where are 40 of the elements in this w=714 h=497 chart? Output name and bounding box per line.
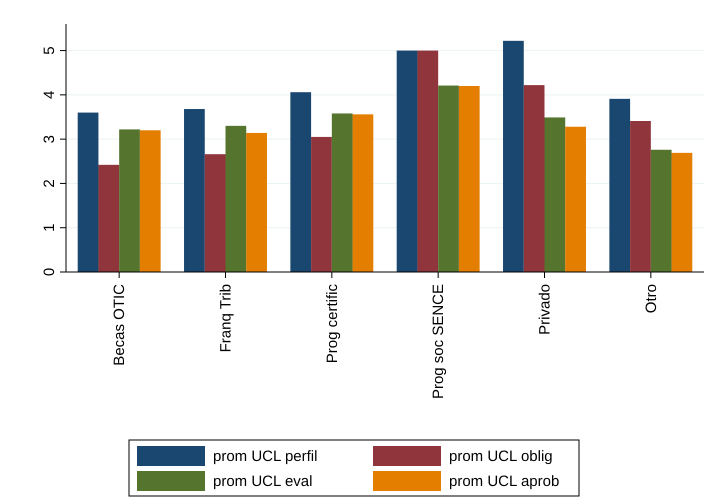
bar xyxy=(290,92,312,272)
legend-label: prom UCL aprob xyxy=(449,473,560,490)
bar xyxy=(524,85,544,272)
bar xyxy=(672,152,692,272)
y-tick-label: 2 xyxy=(41,179,58,188)
bar xyxy=(630,120,651,272)
bar xyxy=(332,113,353,272)
x-tick-label: Becas OTIC xyxy=(111,284,128,366)
y-tick-label: 0 xyxy=(41,268,58,276)
legend-label: prom UCL eval xyxy=(213,473,312,490)
bar xyxy=(438,86,459,272)
bar xyxy=(246,132,267,272)
bar xyxy=(140,130,161,272)
bar xyxy=(311,136,332,272)
y-tick-label: 3 xyxy=(41,134,58,144)
bar xyxy=(565,126,586,272)
x-tick-label: Otro xyxy=(642,284,660,314)
x-tick-label: Prog soc SENCE xyxy=(430,284,448,400)
bar xyxy=(78,112,98,272)
x-tick-label: Privado xyxy=(536,284,554,335)
legend-label: prom UCL oblig xyxy=(449,448,553,465)
y-tick-label: 5 xyxy=(41,46,58,55)
x-tick-label: Franq Trib xyxy=(218,284,234,352)
legend-label: prom UCL perfil xyxy=(213,448,318,465)
bar xyxy=(204,154,226,272)
bar xyxy=(417,50,438,272)
bar xyxy=(609,98,630,272)
bar xyxy=(396,50,418,272)
bar xyxy=(119,129,140,272)
bar xyxy=(503,40,524,272)
bar xyxy=(650,150,672,272)
bar xyxy=(458,86,480,272)
y-tick-label: 4 xyxy=(41,90,58,100)
bar xyxy=(184,109,205,272)
x-tick-label: Prog certific xyxy=(324,284,341,364)
y-tick-label: 1 xyxy=(41,224,58,232)
bar xyxy=(352,114,374,272)
bar xyxy=(544,117,566,272)
bar xyxy=(98,164,120,272)
bar xyxy=(226,126,246,272)
